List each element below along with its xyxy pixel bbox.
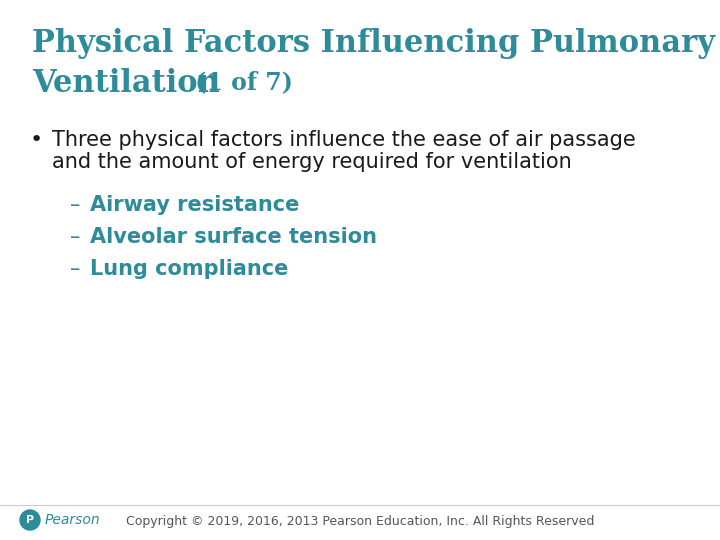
Text: –: – (70, 259, 81, 279)
Text: (1 of 7): (1 of 7) (187, 70, 293, 94)
Text: –: – (70, 195, 81, 215)
Text: •: • (30, 130, 43, 150)
Text: Copyright © 2019, 2016, 2013 Pearson Education, Inc. All Rights Reserved: Copyright © 2019, 2016, 2013 Pearson Edu… (126, 516, 594, 529)
Text: Physical Factors Influencing Pulmonary: Physical Factors Influencing Pulmonary (32, 28, 715, 59)
Text: Three physical factors influence the ease of air passage: Three physical factors influence the eas… (52, 130, 636, 150)
Text: and the amount of energy required for ventilation: and the amount of energy required for ve… (52, 152, 572, 172)
Text: –: – (70, 227, 81, 247)
Text: Alveolar surface tension: Alveolar surface tension (90, 227, 377, 247)
Text: Ventilation: Ventilation (32, 68, 220, 99)
Text: Airway resistance: Airway resistance (90, 195, 300, 215)
Text: Lung compliance: Lung compliance (90, 259, 289, 279)
Text: P: P (26, 515, 34, 525)
Text: Pearson: Pearson (45, 513, 101, 527)
Circle shape (20, 510, 40, 530)
